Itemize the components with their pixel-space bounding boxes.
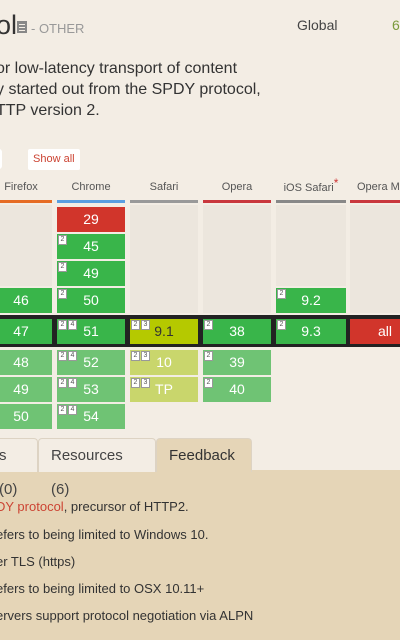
version-cell[interactable]: 49 — [0, 377, 52, 402]
feature-category[interactable]: - OTHER — [31, 21, 85, 36]
note-tag: 2 — [204, 320, 214, 330]
empty-cell — [130, 205, 198, 313]
version-label: 45 — [83, 238, 99, 254]
browser-color-bar — [276, 200, 346, 203]
version-label: 54 — [83, 408, 99, 424]
tab-bar: s (0) Resources (6) Feedback — [0, 438, 400, 498]
version-label: 49 — [83, 265, 99, 281]
notes-panel: DY protocol, precursor of HTTP2. efers t… — [0, 470, 400, 640]
version-label: TP — [155, 381, 173, 397]
browser-name: iOS Safari — [283, 182, 334, 194]
note-2: efers to being limited to Windows 10. — [0, 527, 209, 542]
version-label: 10 — [156, 354, 172, 370]
global-usage-value: 6 — [392, 17, 400, 33]
version-cell[interactable]: all — [350, 319, 400, 344]
browser-color-bar — [130, 200, 198, 203]
browser-color-bar — [350, 200, 400, 203]
version-cell[interactable]: 2 50 — [57, 288, 125, 313]
note-tag: 2 — [58, 262, 68, 272]
description-line: TTP version 2. — [0, 102, 100, 119]
version-label: 9.2 — [301, 292, 321, 308]
version-cell[interactable]: 2 9.2 — [276, 288, 346, 313]
version-label: 52 — [83, 354, 99, 370]
version-cell[interactable]: 2 40 — [203, 377, 271, 402]
global-usage-label: Global — [297, 17, 338, 33]
browser-color-bar — [0, 200, 52, 203]
description-line: or low-latency transport of content — [0, 60, 238, 77]
note-4: efers to being limited to OSX 10.11+ — [0, 581, 205, 596]
feature-title: ol — [0, 10, 18, 40]
browser-name: Opera — [221, 181, 253, 193]
version-label: 9.3 — [301, 323, 321, 339]
version-cell[interactable]: 50 — [0, 404, 52, 429]
empty-cell — [0, 205, 52, 286]
version-cell[interactable]: 2 39 — [203, 350, 271, 375]
note-1: DY protocol, precursor of HTTP2. — [0, 499, 189, 514]
version-cell[interactable]: 29 — [57, 207, 125, 232]
browser-color-bar — [57, 200, 125, 203]
note-tag: 2 — [58, 235, 68, 245]
browser-name: Safari — [149, 181, 179, 193]
browser-header-firefox: Firefox — [0, 180, 52, 203]
version-label: 50 — [83, 292, 99, 308]
version-cell[interactable]: 46 — [0, 288, 52, 313]
browser-color-bar — [203, 200, 271, 203]
show-all-button[interactable]: Show all — [28, 149, 80, 170]
version-cell[interactable]: 2 38 — [203, 319, 271, 344]
version-cell[interactable]: 2 45 — [57, 234, 125, 259]
version-cell[interactable]: 2 9.3 — [276, 319, 346, 344]
version-cell[interactable]: 47 — [0, 319, 52, 344]
spdy-link[interactable]: DY protocol — [0, 499, 64, 514]
browser-name: Chrome — [71, 181, 111, 193]
version-cell[interactable]: 2 49 — [57, 261, 125, 286]
tab-resources[interactable]: Resources (6) — [38, 438, 156, 498]
note-tag: 2 — [204, 351, 214, 361]
feature-description: or low-latency transport of content y st… — [0, 58, 400, 121]
version-cell[interactable]: 48 — [0, 350, 52, 375]
version-label: 53 — [83, 381, 99, 397]
asterisk: * — [333, 176, 339, 190]
empty-cell — [350, 205, 400, 313]
empty-cell — [276, 205, 346, 286]
note-tag: 2 — [204, 378, 214, 388]
version-label: 38 — [229, 323, 245, 339]
note-tag: 2 — [277, 320, 287, 330]
document-icon — [17, 21, 27, 33]
empty-cell — [203, 205, 271, 313]
tab-feedback[interactable]: Feedback — [156, 438, 252, 472]
browser-header-opera: Opera — [203, 180, 271, 203]
tab-known-issues[interactable]: s (0) — [0, 438, 38, 498]
browser-name: Firefox — [4, 181, 38, 193]
version-label: 40 — [229, 381, 245, 397]
note-3: er TLS (https) — [0, 554, 76, 569]
browser-header-ios-safari: iOS Safari* — [276, 176, 346, 203]
version-label: 51 — [83, 323, 99, 339]
browser-header-opera-mini: Opera M — [350, 180, 400, 203]
version-label: 9.1 — [154, 323, 174, 339]
browser-name: Opera M — [357, 181, 400, 193]
filter-button[interactable] — [0, 149, 2, 169]
version-label: 39 — [229, 354, 245, 370]
note-tag: 2 — [277, 289, 287, 299]
note-tag: 2 — [58, 289, 68, 299]
browser-header-chrome: Chrome — [57, 180, 125, 203]
note-5: ervers support protocol negotiation via … — [0, 608, 254, 623]
browser-header-safari: Safari — [130, 180, 198, 203]
description-line: y started out from the SPDY protocol, — [0, 81, 261, 98]
